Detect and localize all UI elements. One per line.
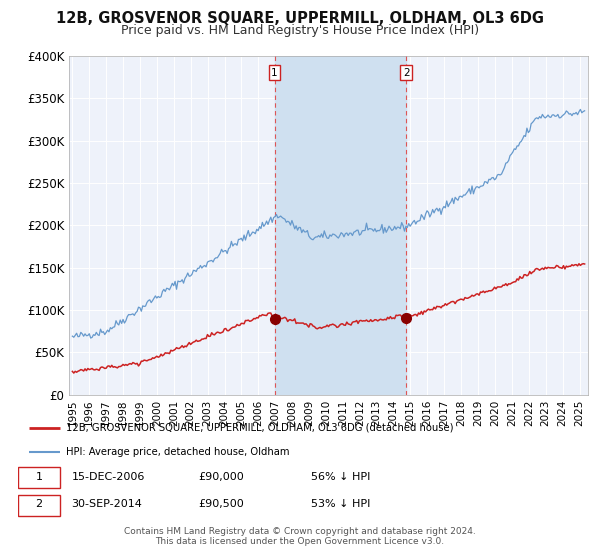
Text: 1: 1 bbox=[35, 472, 43, 482]
Text: 12B, GROSVENOR SQUARE, UPPERMILL, OLDHAM, OL3 6DG: 12B, GROSVENOR SQUARE, UPPERMILL, OLDHAM… bbox=[56, 11, 544, 26]
Text: This data is licensed under the Open Government Licence v3.0.: This data is licensed under the Open Gov… bbox=[155, 537, 445, 546]
Text: 53% ↓ HPI: 53% ↓ HPI bbox=[311, 499, 371, 509]
Text: 30-SEP-2014: 30-SEP-2014 bbox=[71, 499, 142, 509]
Text: 1: 1 bbox=[271, 68, 278, 78]
Text: 2: 2 bbox=[35, 499, 43, 509]
Text: £90,500: £90,500 bbox=[199, 499, 244, 509]
Text: HPI: Average price, detached house, Oldham: HPI: Average price, detached house, Oldh… bbox=[66, 446, 289, 456]
FancyBboxPatch shape bbox=[18, 494, 60, 516]
Text: 15-DEC-2006: 15-DEC-2006 bbox=[71, 472, 145, 482]
FancyBboxPatch shape bbox=[18, 467, 60, 488]
Text: 12B, GROSVENOR SQUARE, UPPERMILL, OLDHAM, OL3 6DG (detached house): 12B, GROSVENOR SQUARE, UPPERMILL, OLDHAM… bbox=[66, 423, 454, 433]
Bar bbox=[275, 56, 406, 395]
Text: Contains HM Land Registry data © Crown copyright and database right 2024.: Contains HM Land Registry data © Crown c… bbox=[124, 528, 476, 536]
Text: 2: 2 bbox=[403, 68, 410, 78]
Text: 56% ↓ HPI: 56% ↓ HPI bbox=[311, 472, 371, 482]
Text: Price paid vs. HM Land Registry's House Price Index (HPI): Price paid vs. HM Land Registry's House … bbox=[121, 24, 479, 36]
Text: £90,000: £90,000 bbox=[199, 472, 244, 482]
